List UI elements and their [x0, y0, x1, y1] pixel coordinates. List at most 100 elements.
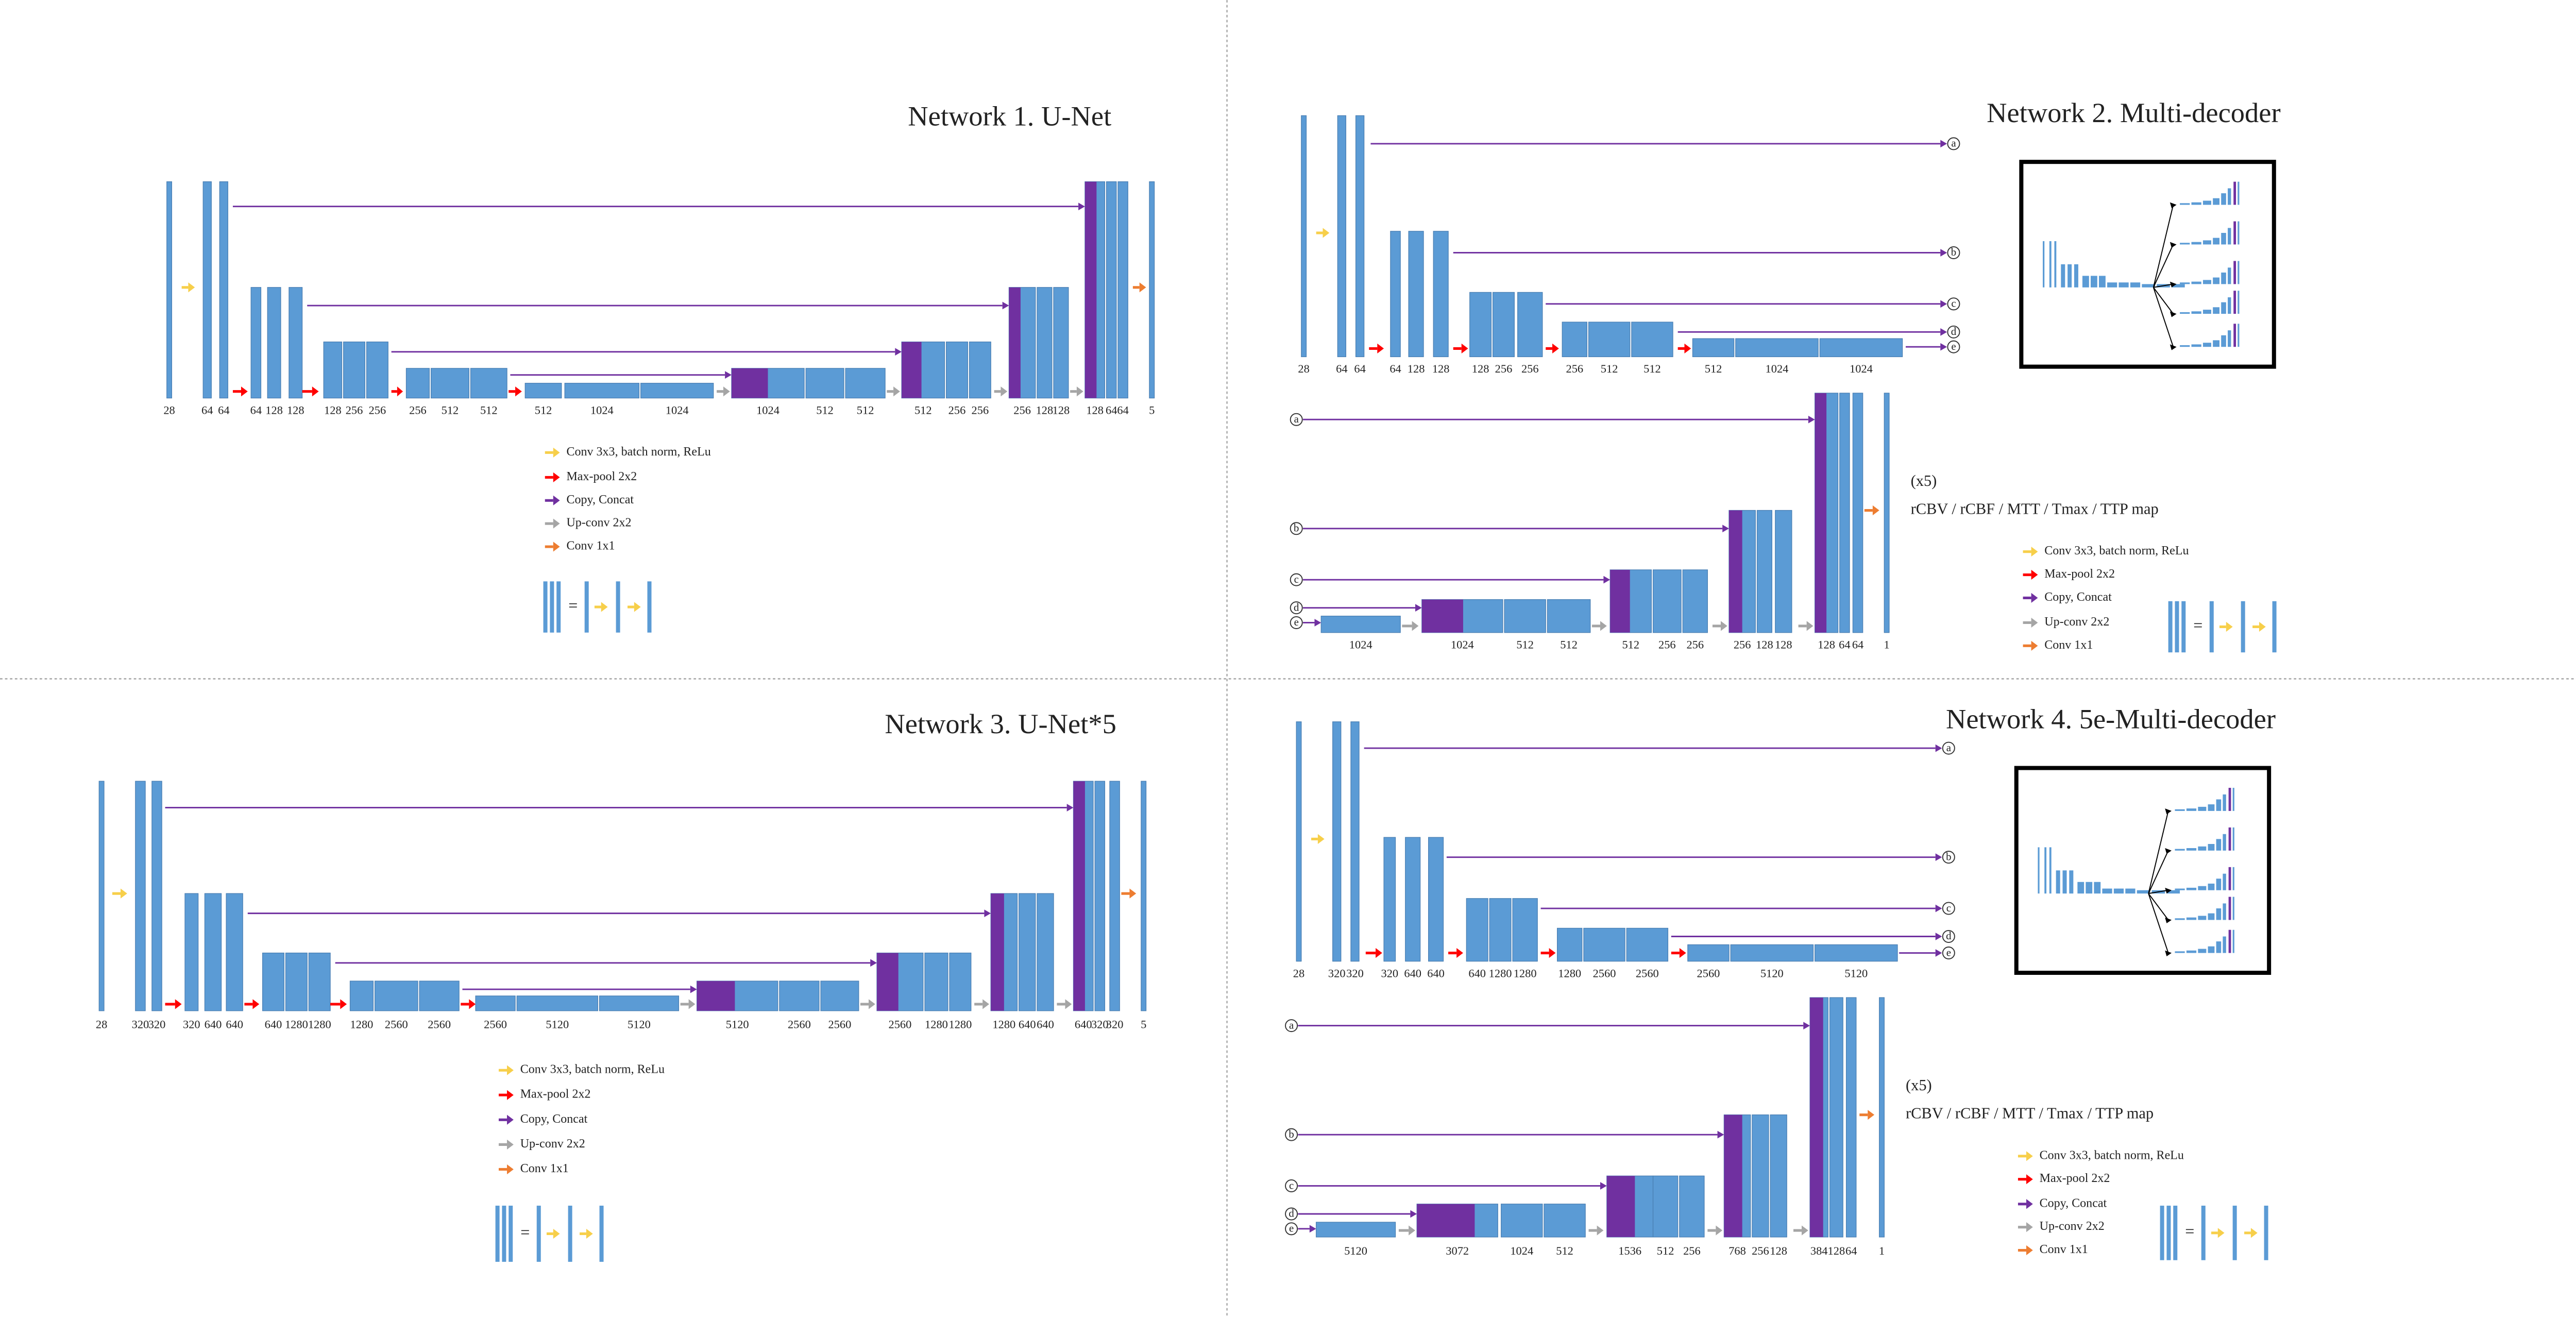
skip-arrow-head — [1600, 1182, 1607, 1190]
legend-bar — [2160, 1205, 2164, 1260]
channel-label: 640 — [1427, 967, 1445, 979]
legend-arrow-head — [553, 1228, 560, 1239]
inset-arrow — [2153, 205, 2174, 288]
inset-bar — [2137, 890, 2150, 894]
connector — [1285, 1207, 1298, 1221]
channel-label: 3072 — [1446, 1244, 1469, 1257]
channel-label: 64 — [1106, 403, 1117, 416]
feature-map — [1884, 393, 1890, 633]
channel-label: 5120 — [726, 1018, 749, 1031]
inset-bar — [2175, 918, 2185, 920]
channel-label: 1280 — [308, 1018, 331, 1031]
channel-label: 28 — [163, 403, 175, 416]
channel-label: 320 — [1328, 967, 1346, 979]
op-arrow-head — [1076, 386, 1083, 397]
feature-map — [1466, 898, 1488, 962]
inset-bar — [2180, 243, 2190, 245]
concat-part — [1417, 1204, 1475, 1237]
channel-label: 512 — [480, 403, 498, 416]
channel-label: 256 — [1521, 362, 1539, 375]
connector-label: c — [1289, 1179, 1294, 1191]
feature-map — [308, 952, 331, 1011]
channel-label: 1536 — [1618, 1244, 1641, 1257]
legend-label: Max-pool 2x2 — [2040, 1172, 2110, 1185]
inset-bar — [2221, 233, 2226, 245]
inset-arrow — [2153, 287, 2174, 347]
channel-label: 5 — [1149, 403, 1155, 416]
legend-arrow-head — [2026, 1245, 2033, 1256]
legend-arrow-head — [2031, 547, 2038, 557]
feature-map — [1320, 616, 1401, 633]
channel-label: 2560 — [385, 1018, 408, 1031]
inset-bar — [2191, 242, 2201, 245]
inset-bar — [2221, 335, 2226, 347]
channel-label: 128 — [1086, 403, 1104, 416]
inset-bar — [2099, 276, 2106, 288]
inset-bar — [2208, 804, 2215, 811]
inset-bar — [2238, 181, 2240, 205]
feature-map — [204, 893, 222, 1011]
channel-label: 256 — [369, 403, 386, 416]
feature-map — [524, 383, 562, 399]
channel-label: 128 — [1036, 403, 1054, 416]
feature-map — [1383, 837, 1396, 962]
inset-bar — [2216, 941, 2222, 953]
inset-bar — [2228, 330, 2231, 347]
channel-label: 320 — [183, 1018, 200, 1031]
op-arrow-head — [1600, 621, 1607, 631]
channel-label: 28 — [1298, 362, 1309, 375]
inset-arrow — [2148, 850, 2169, 894]
feature-map — [470, 368, 507, 399]
feature-map — [1337, 115, 1347, 358]
inset-bar — [2062, 870, 2067, 894]
connector-label: e — [1951, 340, 1956, 352]
feature-map — [1106, 181, 1117, 399]
inset-bar — [2216, 908, 2222, 920]
channel-label: 640 — [265, 1018, 282, 1031]
inset-bar — [2090, 276, 2097, 288]
feature-map — [1428, 837, 1444, 962]
channel-label: 320 — [1346, 967, 1364, 979]
legend-arrow-head — [2026, 1151, 2033, 1161]
channel-label: 256 — [1734, 638, 1751, 651]
connector — [1942, 741, 1955, 755]
feature-map — [1752, 1114, 1769, 1238]
inset-bar — [2238, 221, 2240, 245]
inset-bar — [2049, 241, 2052, 288]
channel-label: 1280 — [285, 1018, 308, 1031]
channel-label: 1024 — [1451, 638, 1474, 651]
legend-bar — [556, 581, 561, 633]
channel-label: 1024 — [1766, 362, 1789, 375]
feature-map — [1652, 1175, 1679, 1238]
op-arrow-head — [1806, 621, 1814, 631]
legend-arrow-head — [507, 1090, 514, 1100]
feature-map — [1735, 338, 1819, 358]
channel-label: 1024 — [1349, 638, 1372, 651]
feature-map — [226, 893, 243, 1011]
legend-arrow-head — [2026, 1222, 2033, 1232]
feature-map — [1819, 338, 1903, 358]
skip-arrow-head — [1935, 853, 1942, 861]
legend-arrow-head — [601, 602, 608, 612]
inset-bar — [2198, 886, 2207, 890]
channel-label: 128 — [1770, 1244, 1787, 1257]
inset-bar — [2213, 340, 2219, 347]
connector — [1285, 1019, 1298, 1033]
inset-arrow — [2153, 283, 2174, 288]
op-arrow-head — [723, 386, 730, 397]
channel-label: 640 — [205, 1018, 222, 1031]
inset-bar — [2102, 888, 2112, 894]
note: (x5) — [1911, 472, 1937, 489]
feature-map — [1756, 510, 1772, 633]
feature-map — [1493, 292, 1515, 358]
inset-bar — [2232, 867, 2234, 890]
channel-label: 128 — [287, 403, 304, 416]
connector-label: c — [1951, 297, 1956, 310]
skip-arrow-head — [1603, 576, 1611, 584]
inset-arrow — [2148, 889, 2168, 894]
inset-bar — [2198, 949, 2207, 953]
legend-label: Conv 1x1 — [2044, 638, 2093, 652]
feature-map — [1149, 181, 1155, 399]
feature-map — [475, 995, 516, 1011]
